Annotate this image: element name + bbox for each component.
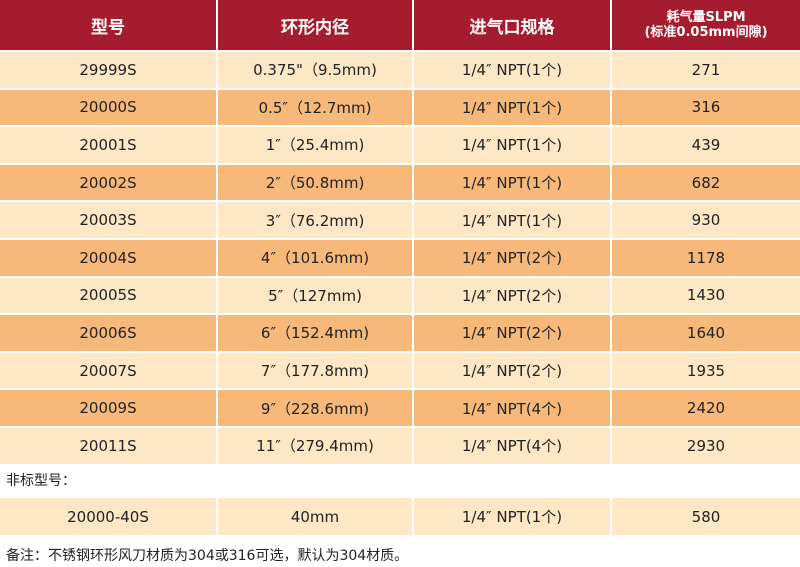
- table-cell: 2930: [612, 428, 800, 464]
- table-cell: 1/4″ NPT(2个): [414, 315, 610, 351]
- table-cell: 4″（101.6mm): [218, 240, 412, 276]
- section-label: 非标型号：: [6, 473, 76, 489]
- header-text: 型号: [91, 17, 125, 38]
- table-cell: 1/4″ NPT(1个): [414, 164, 610, 201]
- table-cell: 1/4″ NPT(1个): [414, 52, 610, 88]
- table-cell: 1935: [612, 352, 800, 389]
- table-cell: 439: [612, 127, 800, 163]
- table-cell: 9″（228.6mm): [218, 390, 412, 426]
- table-cell: 1/4″ NPT(1个): [414, 202, 610, 238]
- table-cell: 20000S: [0, 89, 216, 126]
- table-cell: 271: [612, 52, 800, 88]
- table-cell: 7″（177.8mm): [218, 352, 412, 389]
- table-cell: 20005S: [0, 277, 216, 314]
- footnote: 备注：不锈钢环形风刀材质为304或316可选，默认为304材质。: [6, 548, 409, 564]
- table-cell: 20002S: [0, 164, 216, 201]
- header-cell: 进气口规格: [414, 0, 610, 50]
- table-cell: 20000-40S: [0, 498, 216, 535]
- table-cell: 0.375"（9.5mm): [218, 52, 412, 88]
- table-cell: 20001S: [0, 127, 216, 163]
- table-cell: 316: [612, 89, 800, 126]
- table-cell: 2″（50.8mm): [218, 164, 412, 201]
- table-cell: 20006S: [0, 315, 216, 351]
- table-cell: 20009S: [0, 390, 216, 426]
- table-cell: 2420: [612, 390, 800, 426]
- header-cell: 耗气量SLPM (标准0.05mm间隙): [612, 0, 800, 50]
- table-cell: 1/4″ NPT(1个): [414, 498, 610, 535]
- table-cell: 3″（76.2mm): [218, 202, 412, 238]
- table-cell: 11″（279.4mm): [218, 428, 412, 464]
- table-cell: 1/4″ NPT(2个): [414, 240, 610, 276]
- table-cell: 40mm: [218, 498, 412, 535]
- table-cell: 682: [612, 164, 800, 201]
- table-cell: 1/4″ NPT(4个): [414, 428, 610, 464]
- table-cell: 1/4″ NPT(1个): [414, 89, 610, 126]
- table-cell: 20011S: [0, 428, 216, 464]
- table-cell: 1/4″ NPT(2个): [414, 277, 610, 314]
- table-cell: 1178: [612, 240, 800, 276]
- table-cell: 0.5″（12.7mm): [218, 89, 412, 126]
- table-cell: 1/4″ NPT(4个): [414, 390, 610, 426]
- header-cell: 环形内径: [218, 0, 412, 50]
- header-text: (标准0.05mm间隙): [644, 25, 768, 40]
- table-cell: 20004S: [0, 240, 216, 276]
- table-cell: 5″（127mm): [218, 277, 412, 314]
- table-cell: 1/4″ NPT(1个): [414, 127, 610, 163]
- header-text: 进气口规格: [469, 17, 555, 38]
- table-cell: 20003S: [0, 202, 216, 238]
- table-cell: 1640: [612, 315, 800, 351]
- table-cell: 580: [612, 498, 800, 535]
- table-cell: 1/4″ NPT(2个): [414, 352, 610, 389]
- table-cell: 1430: [612, 277, 800, 314]
- table-cell: 6″（152.4mm): [218, 315, 412, 351]
- header-text: 环形内径: [281, 17, 349, 38]
- table-cell: 20007S: [0, 352, 216, 389]
- table-cell: 930: [612, 202, 800, 238]
- header-text: 耗气量SLPM: [666, 10, 746, 25]
- table-cell: 1″（25.4mm): [218, 127, 412, 163]
- header-cell: 型号: [0, 0, 216, 50]
- table-cell: 29999S: [0, 52, 216, 88]
